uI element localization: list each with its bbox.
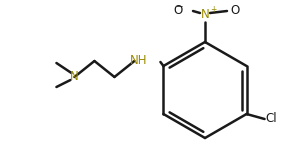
Text: O: O xyxy=(230,4,239,17)
Text: O: O xyxy=(174,4,183,17)
Text: +: + xyxy=(211,6,217,14)
Text: Cl: Cl xyxy=(266,113,277,125)
Text: N: N xyxy=(201,8,209,21)
Text: N: N xyxy=(70,70,79,83)
Text: −: − xyxy=(175,1,183,10)
Text: NH: NH xyxy=(130,55,147,68)
